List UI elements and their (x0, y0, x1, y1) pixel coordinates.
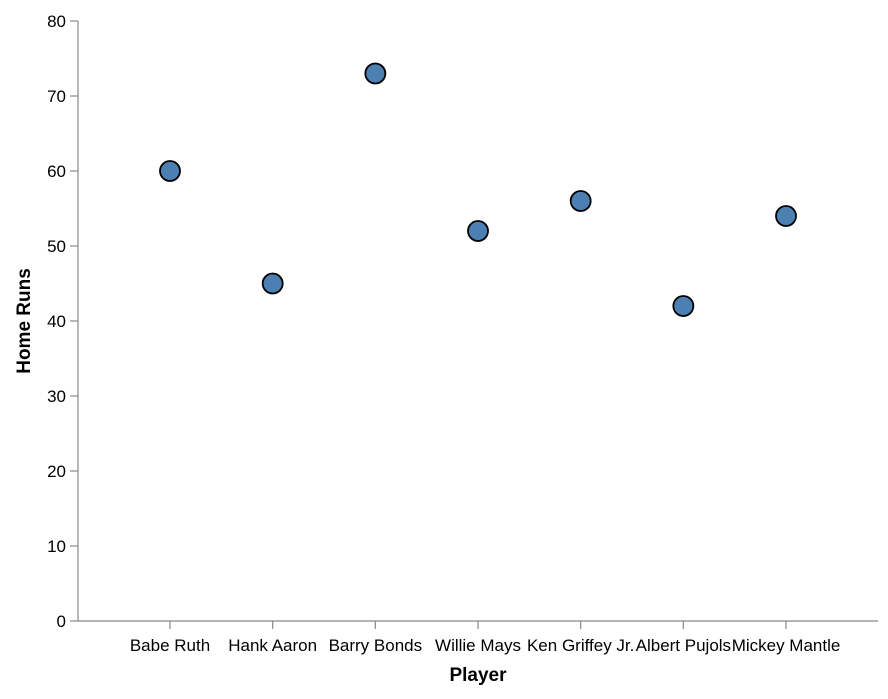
y-axis-title: Home Runs (14, 268, 35, 374)
y-tick-label: 20 (47, 462, 66, 481)
data-point (569, 190, 592, 212)
data-point (364, 62, 387, 85)
data-point (775, 205, 797, 227)
x-axis: Babe Ruth Hank Aaron Barry Bonds Willie May… (78, 620, 878, 655)
y-tick-label: 10 (47, 537, 66, 556)
x-tick-label: Ken Griffey Jr. (527, 636, 634, 655)
y-tick-label: 0 (57, 612, 66, 631)
data-points (159, 62, 797, 317)
x-tick-label: Albert Pujols (636, 636, 731, 655)
x-tick-label: Barry Bonds (329, 636, 423, 655)
data-point (261, 272, 284, 295)
x-tick-label: Babe Ruth (130, 636, 210, 655)
y-tick-label: 50 (47, 237, 66, 256)
x-axis-title: Player (449, 665, 507, 686)
x-tick-label: Hank Aaron (228, 636, 317, 655)
y-tick-label: 80 (47, 12, 66, 31)
data-point (467, 220, 489, 242)
x-tick-label: Willie Mays (435, 636, 521, 655)
y-tick-label: 70 (47, 87, 66, 106)
y-tick-label: 30 (47, 387, 66, 406)
data-point (159, 160, 181, 182)
x-tick-label: Mickey Mantle (732, 636, 841, 655)
data-point (672, 295, 695, 317)
y-axis: 0 10 20 30 40 50 60 70 80 (47, 12, 79, 631)
y-tick-label: 60 (47, 162, 66, 181)
y-tick-label: 40 (47, 312, 66, 331)
